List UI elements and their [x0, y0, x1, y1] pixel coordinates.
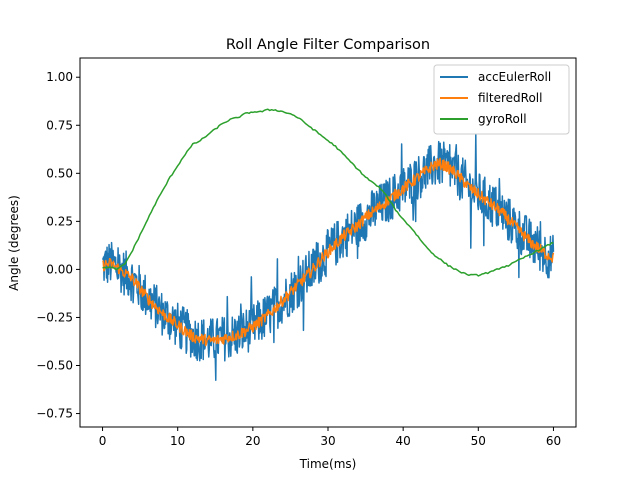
x-tick-label: 50 [471, 434, 486, 448]
y-tick-label: 0.25 [46, 214, 73, 228]
x-tick-label: 60 [546, 434, 561, 448]
y-tick-label: 0.50 [46, 166, 73, 180]
y-tick-label: 1.00 [46, 70, 73, 84]
y-tick-label: −0.50 [36, 359, 73, 373]
y-tick-label: 0.00 [46, 262, 73, 276]
legend-label-accEulerRoll: accEulerRoll [478, 70, 551, 84]
legend-label-filteredRoll: filteredRoll [478, 91, 542, 105]
y-tick-label: 0.75 [46, 118, 73, 132]
legend-box [433, 64, 570, 135]
y-axis-label: Angle (degrees) [7, 195, 21, 291]
chart-title: Roll Angle Filter Comparison [226, 37, 430, 53]
legend: accEulerRoll filteredRoll gyroRoll [433, 64, 570, 135]
x-tick-label: 10 [170, 434, 185, 448]
x-axis: 0 10 20 30 40 50 60 [99, 427, 561, 448]
y-tick-label: −0.75 [36, 407, 73, 421]
x-tick-label: 30 [320, 434, 335, 448]
x-axis-label: Time(ms) [299, 457, 357, 471]
series-line-gyroRoll [102, 108, 554, 277]
y-axis: −0.75 −0.50 −0.25 0.00 0.25 0.50 0.75 1.00 [36, 70, 80, 421]
series-line-filteredRoll [102, 157, 555, 347]
x-tick-label: 40 [396, 434, 411, 448]
x-tick-label: 0 [99, 434, 107, 448]
series-line-accEulerRoll [101, 133, 555, 381]
legend-label-gyroRoll: gyroRoll [478, 112, 527, 126]
x-tick-label: 20 [245, 434, 260, 448]
y-tick-label: −0.25 [36, 310, 73, 324]
